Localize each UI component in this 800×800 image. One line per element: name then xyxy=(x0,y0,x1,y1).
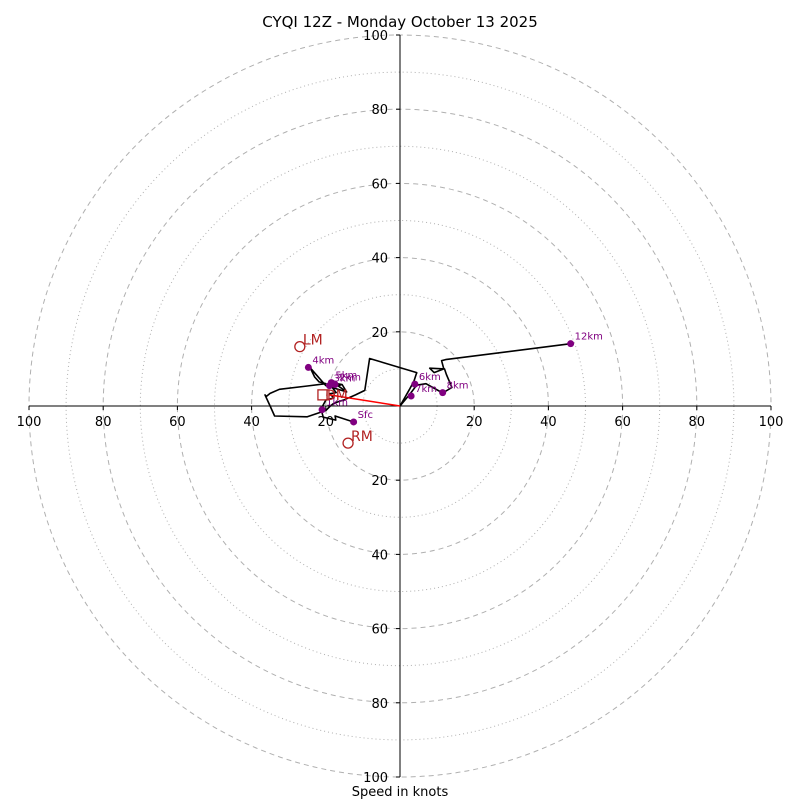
storm-motion-marker-lm xyxy=(294,340,306,353)
tick-label-top-80: 80 xyxy=(371,103,388,118)
tick-label-left-40: 40 xyxy=(243,415,260,430)
tick-label-right-20: 20 xyxy=(466,415,483,430)
tick-label-bottom-60: 60 xyxy=(371,623,388,638)
tick-label-left-100: 100 xyxy=(17,415,42,430)
height-marker-12km xyxy=(567,340,575,348)
mean-wind-vector xyxy=(329,394,401,407)
storm-motion-marker-rm xyxy=(342,437,354,449)
height-label-1km: 1km xyxy=(326,398,348,409)
tick-label-right-80: 80 xyxy=(689,415,706,430)
height-label-5km: 5km xyxy=(335,371,357,382)
tick-label-bottom-20: 20 xyxy=(371,474,388,489)
height-marker-5km xyxy=(327,379,335,387)
height-marker-4km xyxy=(304,363,312,371)
x-axis-label: Speed in knots xyxy=(352,785,449,800)
tick-label-top-100: 100 xyxy=(363,29,388,44)
height-marker-8km xyxy=(439,389,447,397)
tick-label-bottom-80: 80 xyxy=(371,697,388,712)
storm-motion-markers: LM RM DM xyxy=(294,333,373,449)
tick-label-right-60: 60 xyxy=(614,415,631,430)
tick-label-bottom-100: 100 xyxy=(363,771,388,786)
height-label-3km: 3km xyxy=(334,374,356,385)
storm-motion-label-rm: RM xyxy=(351,429,373,445)
storm-motion-label-lm: LM xyxy=(303,333,323,349)
height-marker-sfc xyxy=(350,418,358,426)
tick-label-right-100: 100 xyxy=(759,415,784,430)
tick-label-left-60: 60 xyxy=(169,415,186,430)
height-label-8km: 8km xyxy=(447,381,469,392)
tick-label-bottom-40: 40 xyxy=(371,548,388,563)
tick-label-top-60: 60 xyxy=(371,177,388,192)
height-marker-7km xyxy=(407,392,415,400)
tick-label-top-20: 20 xyxy=(371,326,388,341)
height-label-sfc: Sfc xyxy=(358,410,373,421)
height-label-2km: 2km xyxy=(339,372,361,383)
height-marker-6km xyxy=(411,380,419,388)
mean-wind-group xyxy=(329,394,401,407)
tick-label-right-40: 40 xyxy=(540,415,557,430)
height-label-6km: 6km xyxy=(419,372,441,383)
height-label-4km: 4km xyxy=(312,355,334,366)
tick-label-left-80: 80 xyxy=(95,415,112,430)
height-label-7km: 7km xyxy=(415,384,437,395)
storm-motion-label-dm: DM xyxy=(325,388,348,404)
tick-label-top-40: 40 xyxy=(371,252,388,267)
height-label-12km: 12km xyxy=(575,332,603,343)
chart-title: CYQI 12Z - Monday October 13 2025 xyxy=(262,13,538,31)
height-marker-1km xyxy=(318,406,326,414)
storm-motion-marker-dm xyxy=(317,389,330,401)
